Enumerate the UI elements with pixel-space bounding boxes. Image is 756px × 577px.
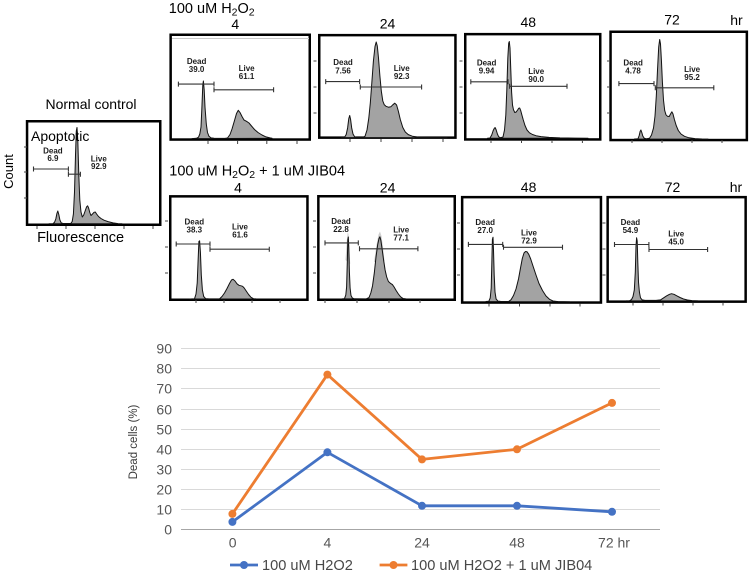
svg-text:24: 24 [380,15,396,31]
svg-text:Dead: Dead [43,146,63,155]
svg-text:24: 24 [414,535,430,551]
svg-text:27.0: 27.0 [477,226,493,235]
svg-text:72: 72 [665,179,681,195]
svg-text:10: 10 [156,501,172,517]
svg-text:Dead: Dead [477,58,497,67]
svg-text:54.9: 54.9 [623,226,639,235]
svg-text:48: 48 [521,179,537,195]
svg-text:90.0: 90.0 [528,75,544,84]
svg-text:20: 20 [156,481,172,497]
svg-text:6.9: 6.9 [47,154,59,163]
svg-text:4: 4 [324,535,332,551]
svg-text:39.0: 39.0 [189,65,205,74]
svg-text:Dead: Dead [331,217,351,226]
svg-text:48: 48 [509,535,525,551]
svg-text:Live: Live [394,64,411,73]
svg-text:45.0: 45.0 [668,237,684,246]
svg-text:70: 70 [156,380,172,396]
svg-text:Live: Live [521,229,538,238]
svg-text:Count: Count [1,154,16,189]
svg-text:Apoptotic: Apoptotic [31,128,89,144]
svg-text:Live: Live [393,226,410,235]
svg-text:4: 4 [231,16,239,32]
svg-text:4.78: 4.78 [625,67,641,76]
svg-text:hr: hr [730,12,743,28]
svg-text:100 uM H2O2 + 1 uM JIB04: 100 uM H2O2 + 1 uM JIB04 [411,558,592,574]
svg-text:Live: Live [684,65,701,74]
svg-text:90: 90 [156,340,172,356]
svg-text:Live: Live [528,67,545,76]
svg-text:Dead: Dead [185,218,205,227]
svg-text:48: 48 [521,14,537,30]
svg-text:100 uM H2O2: 100 uM H2O2 [169,1,255,19]
svg-text:Live: Live [232,223,249,232]
svg-text:Dead: Dead [623,59,643,68]
svg-text:hr: hr [730,179,743,195]
svg-text:Live: Live [239,64,256,73]
svg-text:24: 24 [380,179,396,195]
svg-text:38.3: 38.3 [187,226,203,235]
svg-text:9.94: 9.94 [479,66,495,75]
svg-text:7.56: 7.56 [335,66,351,75]
svg-text:72 hr: 72 hr [598,535,630,551]
svg-text:Dead: Dead [475,218,495,227]
svg-text:Live: Live [91,155,108,164]
svg-text:Dead cells (%): Dead cells (%) [128,404,140,479]
svg-text:Dead: Dead [333,58,353,67]
svg-text:60: 60 [156,401,172,417]
svg-text:95.2: 95.2 [684,73,700,82]
svg-text:0: 0 [164,521,172,537]
svg-text:4: 4 [234,179,242,195]
svg-text:72.9: 72.9 [521,237,537,246]
svg-text:80: 80 [156,360,172,376]
svg-text:61.6: 61.6 [232,231,248,240]
svg-text:92.9: 92.9 [91,162,107,171]
svg-text:40: 40 [156,441,172,457]
svg-text:72: 72 [664,12,680,28]
svg-text:Fluorescence: Fluorescence [37,230,124,246]
svg-text:Normal control: Normal control [45,96,136,112]
svg-text:61.1: 61.1 [239,72,255,81]
svg-text:77.1: 77.1 [393,234,409,243]
svg-text:92.3: 92.3 [394,72,410,81]
svg-text:Dead: Dead [187,57,207,66]
svg-text:22.8: 22.8 [333,225,349,234]
svg-text:0: 0 [229,535,237,551]
svg-text:50: 50 [156,421,172,437]
svg-text:100 uM H2O2 + 1 uM JIB04: 100 uM H2O2 + 1 uM JIB04 [169,163,345,181]
svg-text:Dead: Dead [621,218,641,227]
svg-text:Live: Live [668,229,685,238]
svg-text:100 uM H2O2: 100 uM H2O2 [262,558,353,574]
svg-text:30: 30 [156,461,172,477]
